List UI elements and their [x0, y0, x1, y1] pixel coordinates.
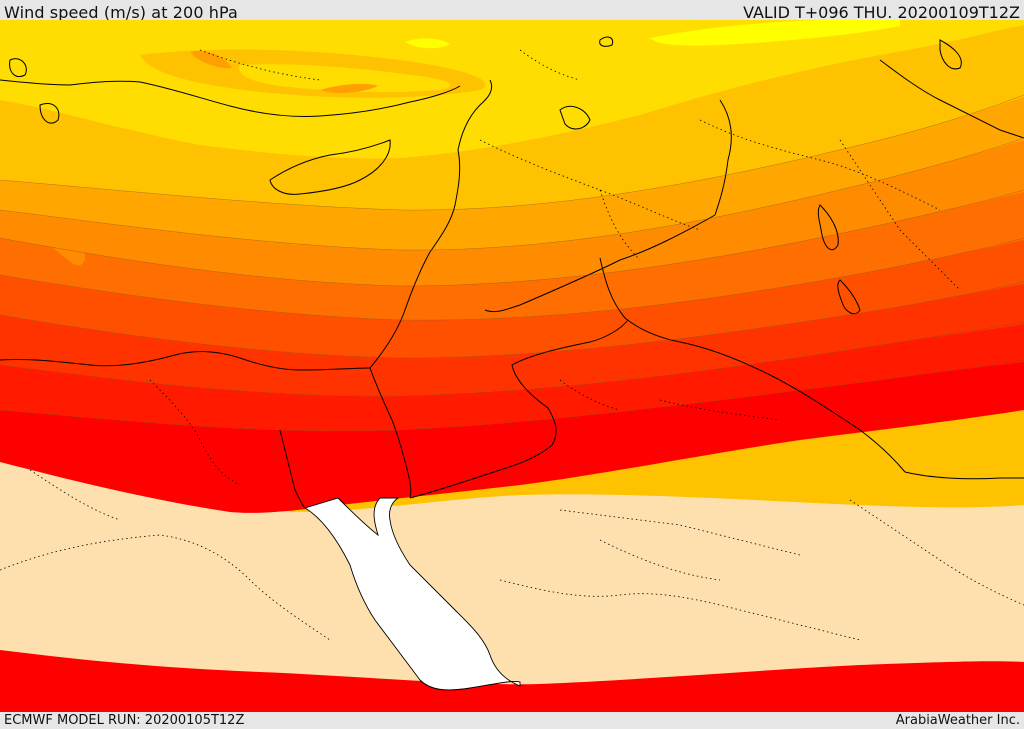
band-red-orange [0, 238, 1024, 358]
model-run: ECMWF MODEL RUN: 20200105T12Z [4, 713, 245, 728]
band-red [0, 322, 1024, 431]
band-yellow-light-patch [405, 38, 450, 49]
band-yellow-light [650, 20, 900, 46]
band-yellow-inner [239, 64, 451, 93]
header-bar: Wind speed (m/s) at 200 hPa VALID T+096 … [0, 0, 1024, 22]
internal-borders [0, 49, 1024, 641]
band-orange-lobe-west [47, 230, 85, 266]
map-canvas [0, 20, 1024, 712]
contours [0, 94, 1024, 432]
footer-bar: ECMWF MODEL RUN: 20200105T12Z ArabiaWeat… [0, 712, 1024, 729]
red-sea [303, 497, 521, 691]
valid-time: VALID T+096 THU. 20200109T12Z [743, 3, 1020, 22]
band-orange [0, 138, 1024, 286]
map-title: Wind speed (m/s) at 200 hPa [4, 3, 238, 22]
credit: ArabiaWeather Inc. [895, 713, 1020, 728]
band-orange-streak [190, 50, 232, 69]
band-red-core [0, 360, 1024, 513]
band-orange-light [0, 95, 1024, 251]
wind-speed-map [0, 20, 1024, 712]
band-red-light [0, 282, 1024, 397]
band-south-jet [0, 650, 1024, 712]
coastlines [0, 36, 1024, 509]
band-orange-dark [0, 190, 1024, 321]
band-orange-streak-2 [320, 83, 378, 93]
